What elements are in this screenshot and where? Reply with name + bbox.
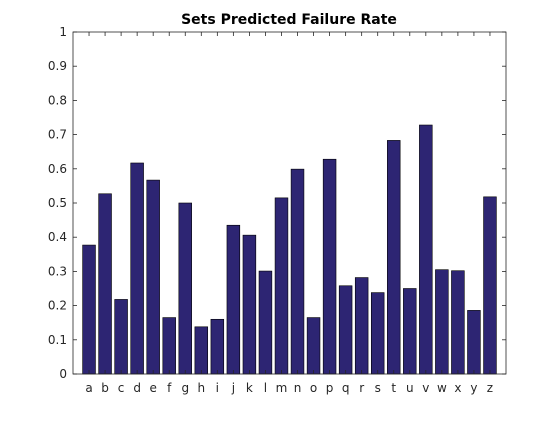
y-tick-label-4: 0.4 — [48, 230, 67, 244]
y-tick-label-6: 0.6 — [48, 162, 67, 176]
bar-s — [370, 292, 385, 375]
bar-o — [306, 317, 321, 375]
x-tick-label-x: x — [454, 381, 461, 395]
bar-h — [194, 326, 209, 375]
bar-g — [178, 202, 192, 375]
bar-z — [483, 196, 497, 375]
x-tick-label-e: e — [149, 381, 156, 395]
x-tick-label-y: y — [470, 381, 477, 395]
x-tick-label-v: v — [422, 381, 429, 395]
bar-v — [419, 124, 433, 375]
x-tick-label-h: h — [197, 381, 205, 395]
x-tick-label-c: c — [118, 381, 125, 395]
ticks-layer: a b c d e f g h i j k l m n o p q r s t u v w x y z 0 0.1 0.2 0.3 0.4 0… — [48, 25, 506, 395]
bar-y — [467, 310, 481, 375]
x-tick-label-u: u — [406, 381, 414, 395]
x-tick-label-i: i — [216, 381, 219, 395]
bar-l — [258, 270, 273, 375]
y-tick-label-5: 0.5 — [48, 196, 67, 210]
x-tick-label-f: f — [167, 381, 172, 395]
x-tick-label-w: w — [437, 381, 447, 395]
y-tick-label-0: 0 — [59, 367, 67, 381]
y-tick-label-3: 0.3 — [48, 264, 67, 278]
x-tick-label-o: o — [310, 381, 317, 395]
x-tick-label-s: s — [375, 381, 381, 395]
x-tick-label-p: p — [326, 381, 334, 395]
bar-x — [451, 270, 465, 375]
bar-d — [130, 162, 144, 375]
y-tick-label-7: 0.7 — [48, 128, 67, 142]
x-tick-label-m: m — [276, 381, 288, 395]
x-tick-label-a: a — [85, 381, 92, 395]
bar-j — [226, 224, 241, 375]
bar-a — [82, 244, 96, 375]
x-tick-label-n: n — [294, 381, 302, 395]
y-tick-label-10: 1 — [59, 25, 67, 39]
y-tick-label-9: 0.9 — [48, 59, 67, 73]
bar-n — [290, 168, 305, 375]
bars-layer — [82, 124, 497, 375]
bar-m — [274, 197, 289, 375]
bar-i — [210, 318, 225, 375]
y-tick-label-2: 0.2 — [48, 299, 67, 313]
x-tick-label-z: z — [487, 381, 493, 395]
bar-r — [354, 277, 369, 375]
chart-title: Sets Predicted Failure Rate — [181, 12, 397, 28]
bar-w — [435, 269, 449, 375]
x-tick-label-l: l — [264, 381, 267, 395]
bar-u — [403, 288, 417, 375]
x-tick-label-d: d — [133, 381, 141, 395]
x-tick-label-b: b — [101, 381, 109, 395]
bar-b — [98, 193, 112, 375]
bar-e — [146, 179, 160, 375]
bar-p — [322, 158, 337, 375]
bar-t — [387, 140, 401, 375]
bar-c — [114, 299, 128, 375]
bar-k — [242, 234, 257, 375]
y-tick-label-1: 0.1 — [48, 333, 67, 347]
x-tick-label-r: r — [359, 381, 364, 395]
x-tick-label-t: t — [391, 381, 396, 395]
x-tick-label-j: j — [231, 381, 235, 395]
y-tick-label-8: 0.8 — [48, 93, 67, 107]
x-tick-label-g: g — [181, 381, 189, 395]
bar-f — [162, 317, 176, 375]
x-tick-label-q: q — [342, 381, 350, 395]
bar-q — [338, 285, 353, 375]
x-tick-label-k: k — [246, 381, 253, 395]
